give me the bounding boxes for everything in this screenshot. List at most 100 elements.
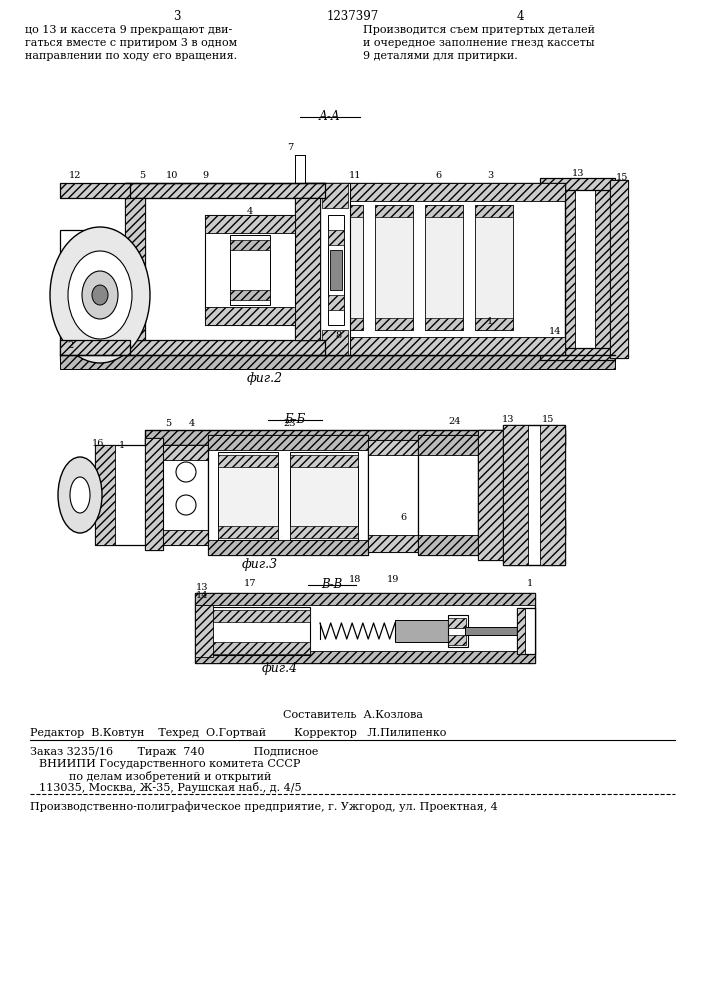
Bar xyxy=(322,183,348,208)
Text: 10: 10 xyxy=(166,170,178,180)
Bar xyxy=(210,610,310,622)
Bar xyxy=(290,526,358,538)
Bar xyxy=(368,535,418,552)
Text: Производственно-полиграфическое предприятие, г. Ужгород, ул. Проектная, 4: Производственно-полиграфическое предприя… xyxy=(30,801,498,812)
Ellipse shape xyxy=(176,462,196,482)
Bar xyxy=(205,307,295,325)
Bar xyxy=(448,618,466,628)
Bar xyxy=(540,178,615,190)
Text: 13: 13 xyxy=(196,584,209,592)
Text: фиг.3: фиг.3 xyxy=(242,558,278,571)
Bar xyxy=(210,607,310,655)
Bar xyxy=(328,230,344,245)
Ellipse shape xyxy=(82,271,118,319)
Text: 1237397: 1237397 xyxy=(327,10,379,23)
Bar xyxy=(163,530,208,545)
Ellipse shape xyxy=(68,251,132,339)
Bar xyxy=(478,430,503,560)
Bar xyxy=(145,520,565,535)
Bar xyxy=(560,185,615,355)
Text: направлении по ходу его вращения.: направлении по ходу его вращения. xyxy=(25,51,237,61)
Bar xyxy=(295,198,320,340)
Bar xyxy=(610,180,628,358)
Text: 3: 3 xyxy=(487,170,493,180)
Text: 1: 1 xyxy=(119,440,125,450)
Ellipse shape xyxy=(92,285,108,305)
Bar xyxy=(195,593,535,605)
Bar xyxy=(305,337,565,355)
Text: 8: 8 xyxy=(335,330,341,340)
Bar xyxy=(475,318,513,330)
Text: 113035, Москва, Ж-35, Раушская наб., д. 4/5: 113035, Москва, Ж-35, Раушская наб., д. … xyxy=(39,782,301,793)
Bar xyxy=(375,318,413,330)
Text: по делам изобретений и открытий: по делам изобретений и открытий xyxy=(69,771,271,782)
Text: 19: 19 xyxy=(387,574,399,584)
Bar xyxy=(163,445,208,460)
Bar xyxy=(517,608,525,654)
Text: и очередное заполнение гнезд кассеты: и очередное заполнение гнезд кассеты xyxy=(363,38,595,48)
Bar xyxy=(125,340,325,355)
Bar xyxy=(320,183,350,355)
Bar xyxy=(425,318,463,330)
Bar xyxy=(375,205,413,217)
Bar xyxy=(305,183,565,201)
Text: 6: 6 xyxy=(400,514,406,522)
Text: 9 деталями для притирки.: 9 деталями для притирки. xyxy=(363,51,518,61)
Bar xyxy=(95,445,115,545)
Bar xyxy=(330,250,342,290)
Bar xyxy=(475,205,513,217)
Bar xyxy=(328,215,344,325)
Bar xyxy=(60,340,130,355)
Text: 18: 18 xyxy=(349,574,361,584)
Bar xyxy=(230,240,270,250)
Bar xyxy=(395,620,450,642)
Text: 14: 14 xyxy=(196,591,209,600)
Text: 13: 13 xyxy=(572,169,584,178)
Text: 7: 7 xyxy=(287,143,293,152)
Bar xyxy=(448,635,466,645)
Bar xyxy=(60,183,130,198)
Bar xyxy=(540,348,615,360)
Text: 4: 4 xyxy=(516,10,524,23)
Text: 15: 15 xyxy=(542,416,554,424)
Bar xyxy=(218,455,278,467)
Bar xyxy=(230,290,270,300)
Bar xyxy=(595,185,615,355)
Bar xyxy=(478,430,503,560)
Text: 5: 5 xyxy=(165,418,171,428)
Bar xyxy=(425,205,463,330)
Ellipse shape xyxy=(50,227,150,363)
Bar xyxy=(540,178,615,190)
Bar xyxy=(418,435,478,555)
Bar xyxy=(125,198,145,340)
Bar xyxy=(290,452,358,540)
Bar xyxy=(375,205,413,330)
Text: 24: 24 xyxy=(449,416,461,426)
Bar xyxy=(322,330,348,355)
Text: Производится съем притертых деталей: Производится съем притертых деталей xyxy=(363,25,595,35)
Bar xyxy=(540,425,565,565)
Text: 12: 12 xyxy=(69,170,81,180)
Bar xyxy=(368,440,418,552)
Bar xyxy=(295,198,320,340)
Text: 13: 13 xyxy=(502,416,514,424)
Bar xyxy=(145,430,565,445)
Text: ВНИИПИ Государственного комитета СССР: ВНИИПИ Государственного комитета СССР xyxy=(40,759,300,769)
Bar xyxy=(368,440,418,455)
Bar xyxy=(560,185,575,355)
Text: 5: 5 xyxy=(139,170,145,180)
Bar xyxy=(475,205,513,330)
Bar xyxy=(218,452,278,540)
Bar xyxy=(325,318,363,330)
Text: гаться вместе с притиром 3 в одном: гаться вместе с притиром 3 в одном xyxy=(25,38,237,48)
Text: 11: 11 xyxy=(349,170,361,180)
Bar xyxy=(418,435,478,455)
Text: Составитель  А.Козлова: Составитель А.Козлова xyxy=(283,710,423,720)
Text: фиг.4: фиг.4 xyxy=(262,662,298,675)
Bar xyxy=(145,520,565,535)
Text: 17: 17 xyxy=(244,580,256,588)
Bar xyxy=(218,526,278,538)
Bar xyxy=(418,535,478,555)
Bar xyxy=(95,445,150,545)
Text: Б-Б: Б-Б xyxy=(284,413,305,426)
